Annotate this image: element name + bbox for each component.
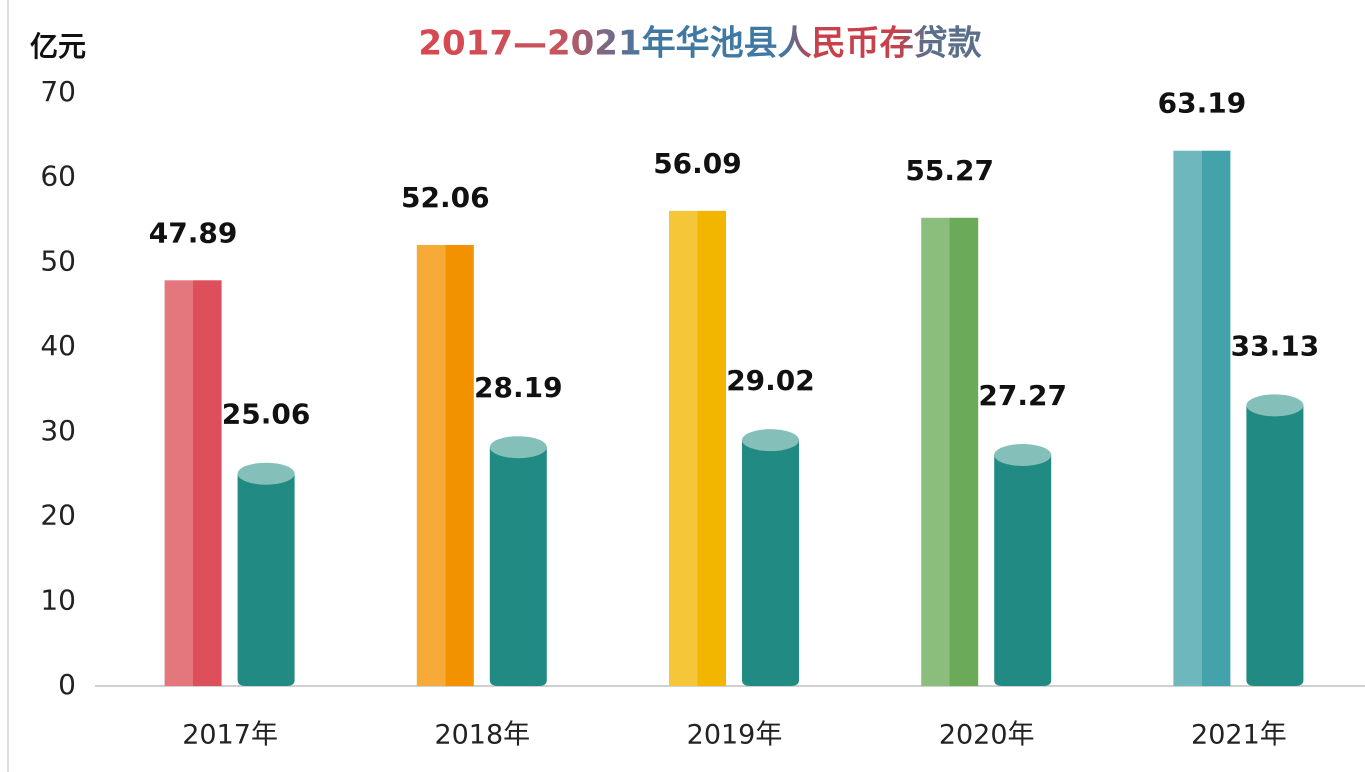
- cylinder-top: [237, 462, 295, 485]
- x-tick-label: 2018年: [434, 720, 530, 751]
- cylinder-top: [742, 429, 799, 452]
- cylinder-top: [1246, 394, 1304, 417]
- cylinder-bar: [237, 473, 295, 686]
- data-label: 28.19: [474, 371, 563, 404]
- x-tick-label: 2019年: [687, 720, 783, 751]
- y-axis-unit: 亿元: [30, 30, 86, 63]
- y-tick-label: 20: [40, 499, 76, 532]
- data-label: 47.89: [149, 216, 238, 249]
- y-tick-label: 30: [40, 414, 76, 447]
- bar: [669, 210, 726, 686]
- chart-title: 2017—2021年华池县人民币存贷款: [418, 24, 981, 64]
- y-tick-label: 10: [40, 583, 76, 616]
- x-tick-label: 2021年: [1191, 720, 1287, 751]
- x-tick-label: 2020年: [939, 720, 1035, 751]
- cylinder-top: [994, 443, 1052, 466]
- x-tick-label: 2017年: [182, 720, 278, 751]
- data-label: 52.06: [401, 181, 490, 214]
- bar: [164, 280, 222, 686]
- bar: [416, 244, 474, 687]
- data-label: 29.02: [726, 364, 815, 397]
- cylinder-bar: [742, 440, 799, 686]
- cylinder-top: [489, 436, 547, 459]
- y-tick-label: 70: [40, 75, 76, 108]
- y-tick-label: 0: [58, 668, 76, 701]
- data-label: 63.19: [1158, 87, 1247, 120]
- y-tick-label: 40: [40, 329, 76, 362]
- cylinder-bar: [1246, 405, 1304, 686]
- data-label: 33.13: [1231, 329, 1320, 362]
- data-label: 55.27: [905, 154, 994, 187]
- cylinder-bar: [489, 447, 547, 686]
- data-label: 56.09: [653, 147, 742, 180]
- data-label: 27.27: [978, 379, 1067, 412]
- bar: [921, 217, 979, 686]
- y-tick-label: 50: [40, 244, 76, 277]
- data-label: 25.06: [222, 398, 311, 431]
- bar: [1173, 150, 1231, 686]
- y-tick-label: 60: [40, 160, 76, 193]
- cylinder-bar: [994, 454, 1052, 686]
